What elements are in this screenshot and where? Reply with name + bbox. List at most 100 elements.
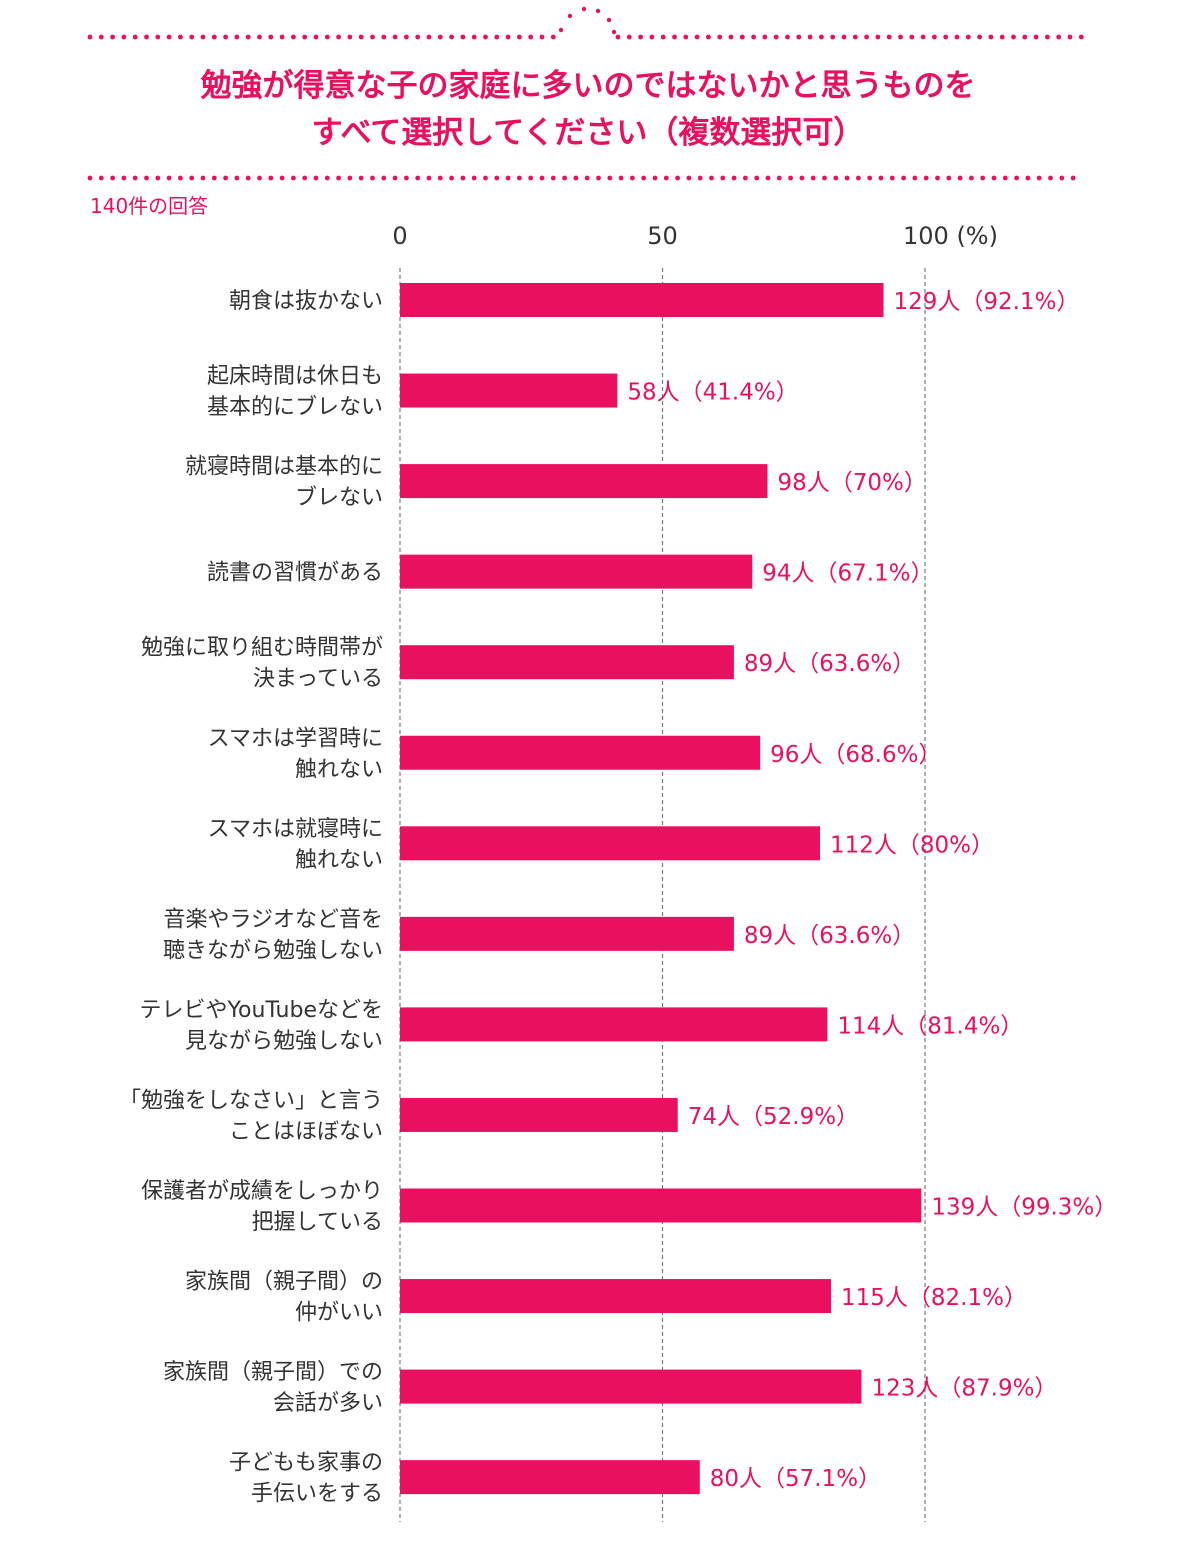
bar: [400, 1188, 922, 1223]
category-label: 会話が多い: [273, 1391, 383, 1416]
dotted-rule-bottom: [652, 175, 658, 181]
dotted-rule-top: [189, 34, 195, 40]
dotted-rule-bottom: [166, 175, 172, 181]
dotted-rule-bottom: [528, 175, 534, 181]
dotted-rule-bottom: [381, 175, 387, 181]
data-label: 114人（81.4%）: [837, 1013, 1023, 1039]
dotted-rule-top: [920, 34, 926, 40]
dotted-rule-top: [841, 34, 847, 40]
dotted-rule-top: [999, 34, 1005, 40]
bar: [400, 645, 734, 680]
bar: [400, 1460, 700, 1495]
dotted-rule-bottom: [765, 175, 771, 181]
category-label: 保護者が成績をしっかり: [141, 1179, 383, 1204]
dotted-rule-top: [166, 34, 172, 40]
dotted-rule-top: [211, 34, 217, 40]
dotted-rule-top: [471, 34, 477, 40]
category-label: ブレない: [295, 486, 383, 511]
dotted-rule-top: [324, 34, 330, 40]
dotted-rule-top: [660, 34, 666, 40]
dotted-rule-top: [245, 34, 251, 40]
dotted-rule-top: [539, 34, 545, 40]
dotted-rule-top: [1067, 34, 1073, 40]
dotted-rule-bottom: [1014, 175, 1019, 181]
dotted-rule-top: [886, 34, 892, 40]
dotted-rule-bottom: [1059, 175, 1065, 181]
dotted-rule-top: [954, 34, 960, 40]
dotted-rule-bottom: [788, 175, 793, 181]
dotted-rule-top: [694, 34, 700, 40]
dotted-rule-top: [909, 34, 915, 40]
dotted-rule-bottom: [200, 175, 206, 181]
dotted-rule-bottom: [110, 175, 115, 181]
dotted-rule-bottom: [87, 175, 93, 181]
dotted-rule-top: [347, 34, 353, 40]
dotted-arch: [606, 17, 612, 23]
dotted-rule-bottom: [573, 175, 579, 181]
data-label: 89人（63.6%）: [744, 651, 915, 677]
dotted-rule-bottom: [856, 175, 861, 181]
dotted-rule-top: [988, 34, 994, 40]
data-label: 112人（80%）: [830, 832, 994, 858]
dotted-rule-top: [728, 34, 734, 40]
dotted-rule-bottom: [539, 175, 545, 181]
dotted-rule-top: [234, 34, 240, 40]
dotted-rule-bottom: [799, 175, 805, 181]
dotted-rule-bottom: [618, 175, 624, 181]
dotted-rule-top: [449, 34, 454, 40]
dotted-rule-top: [785, 34, 790, 40]
dotted-rule-bottom: [709, 175, 714, 181]
dotted-rule-top: [706, 34, 711, 40]
dotted-rule-bottom: [675, 175, 680, 181]
dotted-rule-top: [358, 34, 364, 40]
dotted-rule-bottom: [98, 175, 104, 181]
dotted-rule-bottom: [178, 175, 183, 181]
category-label: 起床時間は休日も: [207, 364, 383, 389]
dotted-rule-top: [1078, 34, 1084, 40]
category-label: 家族間（親子間）の: [185, 1270, 383, 1295]
dotted-rule-bottom: [946, 175, 952, 181]
category-label: 触れない: [295, 848, 383, 873]
dotted-rule-top: [223, 34, 229, 40]
dotted-rule-top: [672, 34, 677, 40]
dotted-rule-top: [200, 34, 206, 40]
category-label: 基本的にブレない: [207, 395, 383, 420]
x-tick-label: 50: [647, 222, 678, 250]
bar: [400, 373, 618, 408]
chart-title-line: すべて選択してください（複数選択可）: [312, 115, 865, 151]
dotted-rule-top: [796, 34, 802, 40]
dotted-rule-bottom: [901, 175, 906, 181]
dotted-rule-top: [1011, 34, 1016, 40]
bar: [400, 1007, 828, 1042]
dotted-rule-bottom: [144, 175, 149, 181]
data-label: 58人（41.4%）: [627, 380, 798, 406]
dotted-rule-top: [626, 34, 632, 40]
bar: [400, 1097, 678, 1132]
category-label: 仲がいい: [295, 1301, 383, 1326]
chart-title-line: 勉強が得意な子の家庭に多いのではないかと思うものを: [200, 68, 976, 104]
dotted-rule-bottom: [471, 175, 477, 181]
dotted-rule-bottom: [404, 175, 409, 181]
dotted-rule-bottom: [596, 175, 601, 181]
dotted-rule-bottom: [935, 175, 940, 181]
bar: [400, 735, 761, 770]
dotted-rule-top: [683, 34, 689, 40]
category-label: 手伝いをする: [251, 1482, 383, 1507]
dotted-rule-top: [965, 34, 971, 40]
dotted-rule-top: [1056, 34, 1062, 40]
dotted-rule-bottom: [370, 175, 375, 181]
dotted-rule-top: [494, 34, 500, 40]
dotted-rule-bottom: [257, 175, 262, 181]
dotted-rule-top: [415, 34, 421, 40]
bar: [400, 916, 734, 951]
dotted-rule-bottom: [460, 175, 466, 181]
category-label: 聴きながら勉強しない: [163, 938, 383, 963]
category-label: 見ながら勉強しない: [185, 1029, 383, 1054]
dotted-rule-bottom: [483, 175, 488, 181]
dotted-rule-bottom: [155, 175, 161, 181]
dotted-arch: [611, 29, 617, 35]
dotted-rule-bottom: [279, 175, 285, 181]
category-label: 「勉強をしなさい」と言う: [119, 1088, 383, 1113]
data-label: 129人（92.1%）: [894, 289, 1080, 315]
